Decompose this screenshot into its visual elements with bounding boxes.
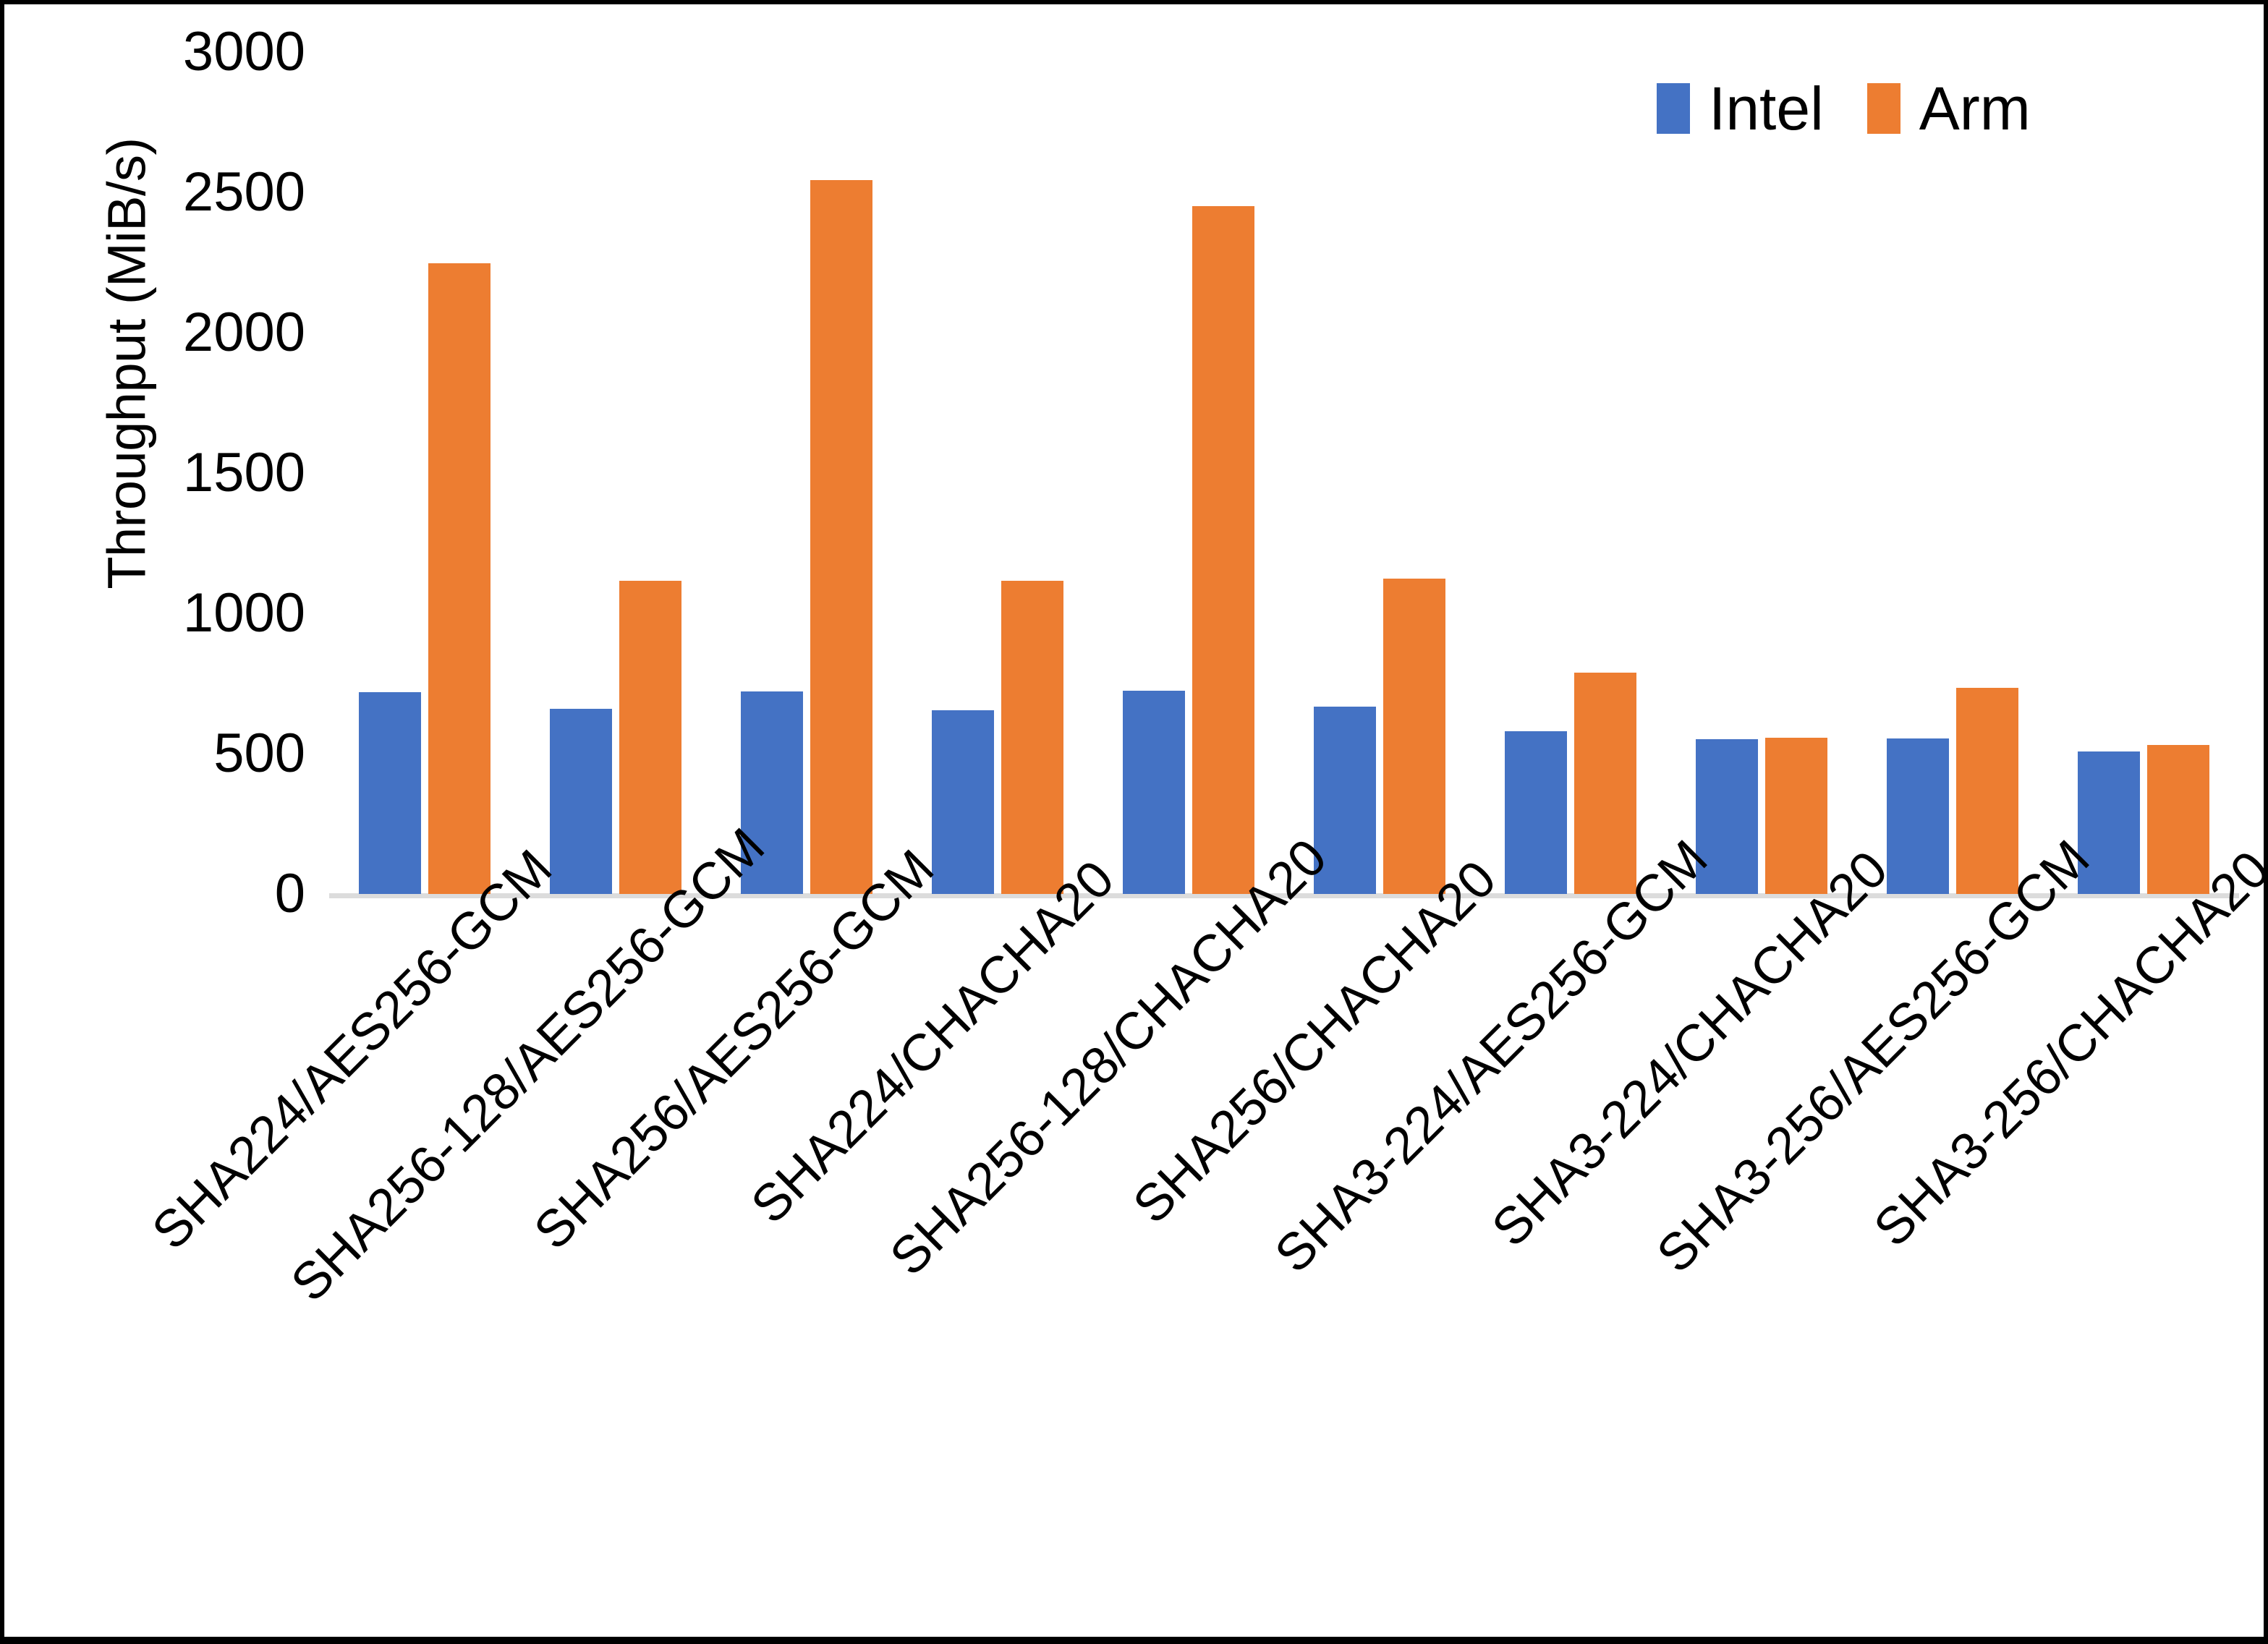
y-axis-tick-label: 1500 [182,442,305,503]
y-axis-tick-label: 2000 [182,302,305,363]
y-axis-tick-labels: 0 500 1000 1500 2000 2500 3000 [109,0,318,940]
bar-arm[interactable] [1192,206,1254,894]
x-axis-tick-label: SHA224/AES256-GCM [141,839,564,1261]
legend-label: Arm [1919,74,2031,142]
bar-intel[interactable] [2078,751,2140,894]
legend-swatch-icon [1866,83,1900,134]
y-axis-tick-label: 2500 [182,161,305,223]
bar-intel[interactable] [1505,731,1567,894]
x-axis-tick-label: SHA3-224/CHACHA20 [1481,840,1899,1258]
bar-intel[interactable] [741,691,803,894]
bar-arm[interactable] [619,581,681,894]
bar-intel[interactable] [550,708,612,894]
y-axis-tick-label: 3000 [182,21,305,82]
plot-area [329,52,2239,898]
y-axis-tick-label: 500 [213,723,305,784]
legend-label: Intel [1709,74,1824,142]
chart-frame-right-border [2264,0,2268,1644]
bar-arm[interactable] [1765,737,1827,894]
bar-group [1123,52,1254,894]
bar-group [1505,52,1636,894]
bar-group [741,52,872,894]
chart-frame-left-border [0,0,4,1644]
bar-group [359,52,490,894]
bar-group [1314,52,1445,894]
bar-arm[interactable] [810,179,872,894]
x-axis-line [329,893,2239,898]
bar-group [2078,52,2209,894]
legend-item-intel[interactable]: Intel [1657,78,1824,139]
bar-intel[interactable] [932,710,994,894]
bar-arm[interactable] [1574,672,1636,894]
legend-swatch-icon [1657,83,1690,134]
bar-intel[interactable] [1887,738,1949,894]
chart-frame-bottom-border [0,1637,2268,1644]
bar-arm[interactable] [1383,578,1445,894]
y-axis-tick-label: 0 [274,863,305,924]
bar-arm[interactable] [428,263,490,894]
x-axis-tick-label: SHA224/CHACHA20 [740,850,1126,1235]
x-axis-tick-label: SHA256/AES256-GCM [523,839,946,1261]
chart-frame-top-border [0,0,2268,4]
bar-intel[interactable] [1696,738,1758,894]
y-axis-tick-label: 1000 [182,582,305,644]
legend-item-arm[interactable]: Arm [1866,74,2031,142]
x-axis-tick-label: SHA256/CHACHA20 [1122,850,1508,1235]
bar-intel[interactable] [1314,706,1376,894]
bar-arm[interactable] [1956,687,2018,894]
chart-legend: Intel Arm [1657,76,2031,141]
bar-group [550,52,681,894]
bar-intel[interactable] [359,692,421,894]
bar-arm[interactable] [2147,745,2209,894]
bar-group [1887,52,2018,894]
bar-intel[interactable] [1123,691,1185,894]
bar-group [932,52,1063,894]
bar-arm[interactable] [1001,581,1063,894]
bar-group [1696,52,1827,894]
